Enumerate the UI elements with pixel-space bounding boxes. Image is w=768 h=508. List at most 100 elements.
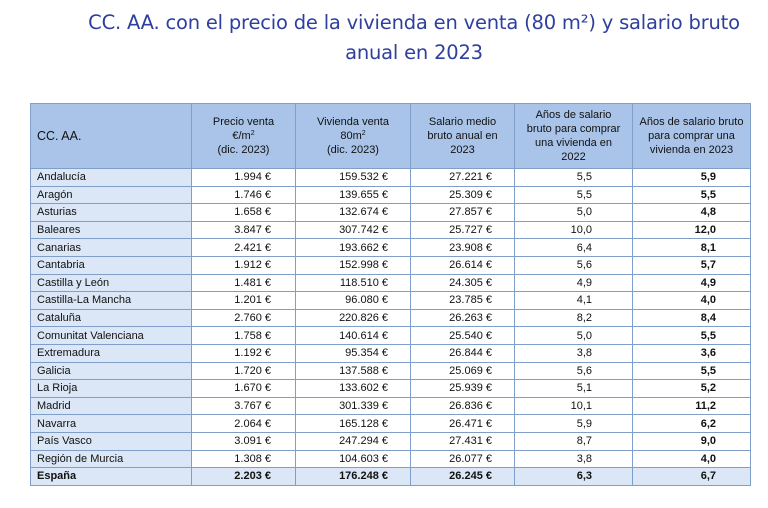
- cell-ccaa: Madrid: [30, 396, 192, 416]
- cell-precio-venta: 3.767 €: [191, 396, 296, 416]
- cell-ccaa: Baleares: [30, 220, 192, 240]
- cell-precio-venta: 2.760 €: [191, 308, 296, 328]
- header-precio-line-3: (dic. 2023): [217, 144, 270, 156]
- cell-anos-2023: 9,0: [632, 431, 751, 451]
- cell-salario: 24.305 €: [410, 273, 515, 293]
- table-row: Cataluña 2.760 €220.826 €26.263 €8,2 8,4: [30, 308, 751, 328]
- table-row: Galicia 1.720 €137.588 €25.069 €5,6 5,5: [30, 361, 751, 381]
- cell-precio-venta: 2.421 €: [191, 238, 296, 257]
- cell-anos-2023: 5,7: [632, 255, 751, 275]
- table-body: Andalucía 1.994 €159.532 €27.221 €5,5 5,9 A…: [30, 168, 751, 486]
- cell-anos-2022: 6,4: [514, 238, 633, 257]
- cell-vivienda-venta: 152.998 €: [295, 255, 411, 275]
- table-row: Asturias 1.658 €132.674 €27.857 €5,0 4,8: [30, 203, 751, 222]
- cell-salario: 23.908 €: [410, 238, 515, 257]
- cell-salario: 26.245 €: [410, 467, 515, 486]
- table-row: Castilla-La Mancha 1.201 €96.080 €23.785 …: [30, 291, 751, 310]
- cell-precio-venta: 2.064 €: [191, 414, 296, 433]
- cell-precio-venta: 1.658 €: [191, 203, 296, 222]
- cell-anos-2022: 5,5: [514, 185, 633, 205]
- cell-anos-2022: 4,9: [514, 273, 633, 293]
- table-row: Extremadura 1.192 €95.354 €26.844 €3,8 3,6: [30, 343, 751, 363]
- header-vivienda-unit: 80m: [340, 130, 362, 142]
- cell-anos-2023: 11,2: [632, 396, 751, 416]
- cell-ccaa: País Vasco: [30, 431, 192, 451]
- cell-vivienda-venta: 137.588 €: [295, 361, 411, 381]
- cell-ccaa: España: [30, 467, 192, 486]
- cell-anos-2022: 5,6: [514, 361, 633, 381]
- cell-vivienda-venta: 118.510 €: [295, 273, 411, 293]
- cell-anos-2022: 5,1: [514, 379, 633, 398]
- cell-vivienda-venta: 95.354 €: [295, 343, 411, 363]
- cell-precio-venta: 3.847 €: [191, 220, 296, 240]
- table-row: Baleares 3.847 €307.742 €25.727 €10,0 12,0: [30, 220, 751, 240]
- cell-ccaa: Asturias: [30, 203, 192, 222]
- cell-anos-2022: 3,8: [514, 449, 633, 469]
- table-header-row: CC. AA. Precio venta €/m2 (dic. 2023) Vi…: [30, 103, 751, 169]
- header-precio-line-1: Precio venta: [212, 116, 275, 128]
- table-row: Región de Murcia 1.308 €104.603 €26.077 €…: [30, 449, 751, 469]
- cell-ccaa: Andalucía: [30, 168, 192, 187]
- table-row: Comunitat Valenciana 1.758 €140.614 €25.5…: [30, 326, 751, 345]
- header-precio-line-2: €/m2: [196, 129, 291, 143]
- cell-ccaa: Castilla y León: [30, 273, 192, 293]
- cell-precio-venta: 1.481 €: [191, 273, 296, 293]
- cell-anos-2023: 4,0: [632, 449, 751, 469]
- cell-salario: 26.614 €: [410, 255, 515, 275]
- header-vivienda-line-2: 80m2: [300, 129, 406, 143]
- cell-salario: 26.263 €: [410, 308, 515, 328]
- cell-anos-2022: 5,0: [514, 326, 633, 345]
- cell-anos-2022: 5,9: [514, 414, 633, 433]
- cell-anos-2022: 10,1: [514, 396, 633, 416]
- cell-anos-2023: 6,2: [632, 414, 751, 433]
- header-precio-unit-sup: 2: [250, 130, 255, 137]
- header-anos-2023: Años de salario bruto para comprar una v…: [632, 103, 751, 169]
- header-vivienda-unit-sup: 2: [361, 130, 366, 137]
- table-row: Navarra 2.064 €165.128 €26.471 €5,9 6,2: [30, 414, 751, 433]
- cell-ccaa: Comunitat Valenciana: [30, 326, 192, 345]
- cell-salario: 26.836 €: [410, 396, 515, 416]
- table-row: Canarias 2.421 €193.662 €23.908 €6,4 8,1: [30, 238, 751, 257]
- cell-anos-2022: 5,6: [514, 255, 633, 275]
- table-row: Madrid 3.767 €301.339 €26.836 €10,1 11,2: [30, 396, 751, 416]
- cell-anos-2023: 8,4: [632, 308, 751, 328]
- page-title: CC. AA. con el precio de la vivienda en …: [0, 8, 768, 68]
- cell-anos-2023: 4,8: [632, 203, 751, 222]
- cell-anos-2023: 3,6: [632, 343, 751, 363]
- cell-precio-venta: 1.192 €: [191, 343, 296, 363]
- cell-vivienda-venta: 193.662 €: [295, 238, 411, 257]
- cell-anos-2023: 5,5: [632, 185, 751, 205]
- cell-anos-2023: 5,5: [632, 326, 751, 345]
- cell-precio-venta: 1.670 €: [191, 379, 296, 398]
- header-ccaa: CC. AA.: [30, 103, 192, 169]
- cell-ccaa: Cataluña: [30, 308, 192, 328]
- cell-ccaa: Extremadura: [30, 343, 192, 363]
- cell-vivienda-venta: 220.826 €: [295, 308, 411, 328]
- cell-ccaa: Cantabria: [30, 255, 192, 275]
- cell-anos-2022: 3,8: [514, 343, 633, 363]
- cell-ccaa: La Rioja: [30, 379, 192, 398]
- cell-anos-2023: 6,7: [632, 467, 751, 486]
- cell-ccaa: Navarra: [30, 414, 192, 433]
- cell-vivienda-venta: 132.674 €: [295, 203, 411, 222]
- cell-anos-2023: 12,0: [632, 220, 751, 240]
- cell-anos-2023: 8,1: [632, 238, 751, 257]
- cell-anos-2023: 4,0: [632, 291, 751, 310]
- cell-precio-venta: 1.201 €: [191, 291, 296, 310]
- cell-salario: 27.221 €: [410, 168, 515, 187]
- cell-anos-2023: 5,2: [632, 379, 751, 398]
- cell-salario: 26.844 €: [410, 343, 515, 363]
- cell-precio-venta: 1.994 €: [191, 168, 296, 187]
- cell-anos-2022: 5,5: [514, 168, 633, 187]
- header-salario: Salario medio bruto anual en 2023: [410, 103, 515, 169]
- cell-vivienda-venta: 247.294 €: [295, 431, 411, 451]
- cell-salario: 25.939 €: [410, 379, 515, 398]
- cell-salario: 25.540 €: [410, 326, 515, 345]
- table-row: Castilla y León 1.481 €118.510 €24.305 €4…: [30, 273, 751, 293]
- cell-vivienda-venta: 140.614 €: [295, 326, 411, 345]
- cell-ccaa: Región de Murcia: [30, 449, 192, 469]
- header-vivienda-line-3: (dic. 2023): [327, 144, 379, 156]
- cell-ccaa: Aragón: [30, 185, 192, 205]
- cell-vivienda-venta: 104.603 €: [295, 449, 411, 469]
- cell-precio-venta: 1.746 €: [191, 185, 296, 205]
